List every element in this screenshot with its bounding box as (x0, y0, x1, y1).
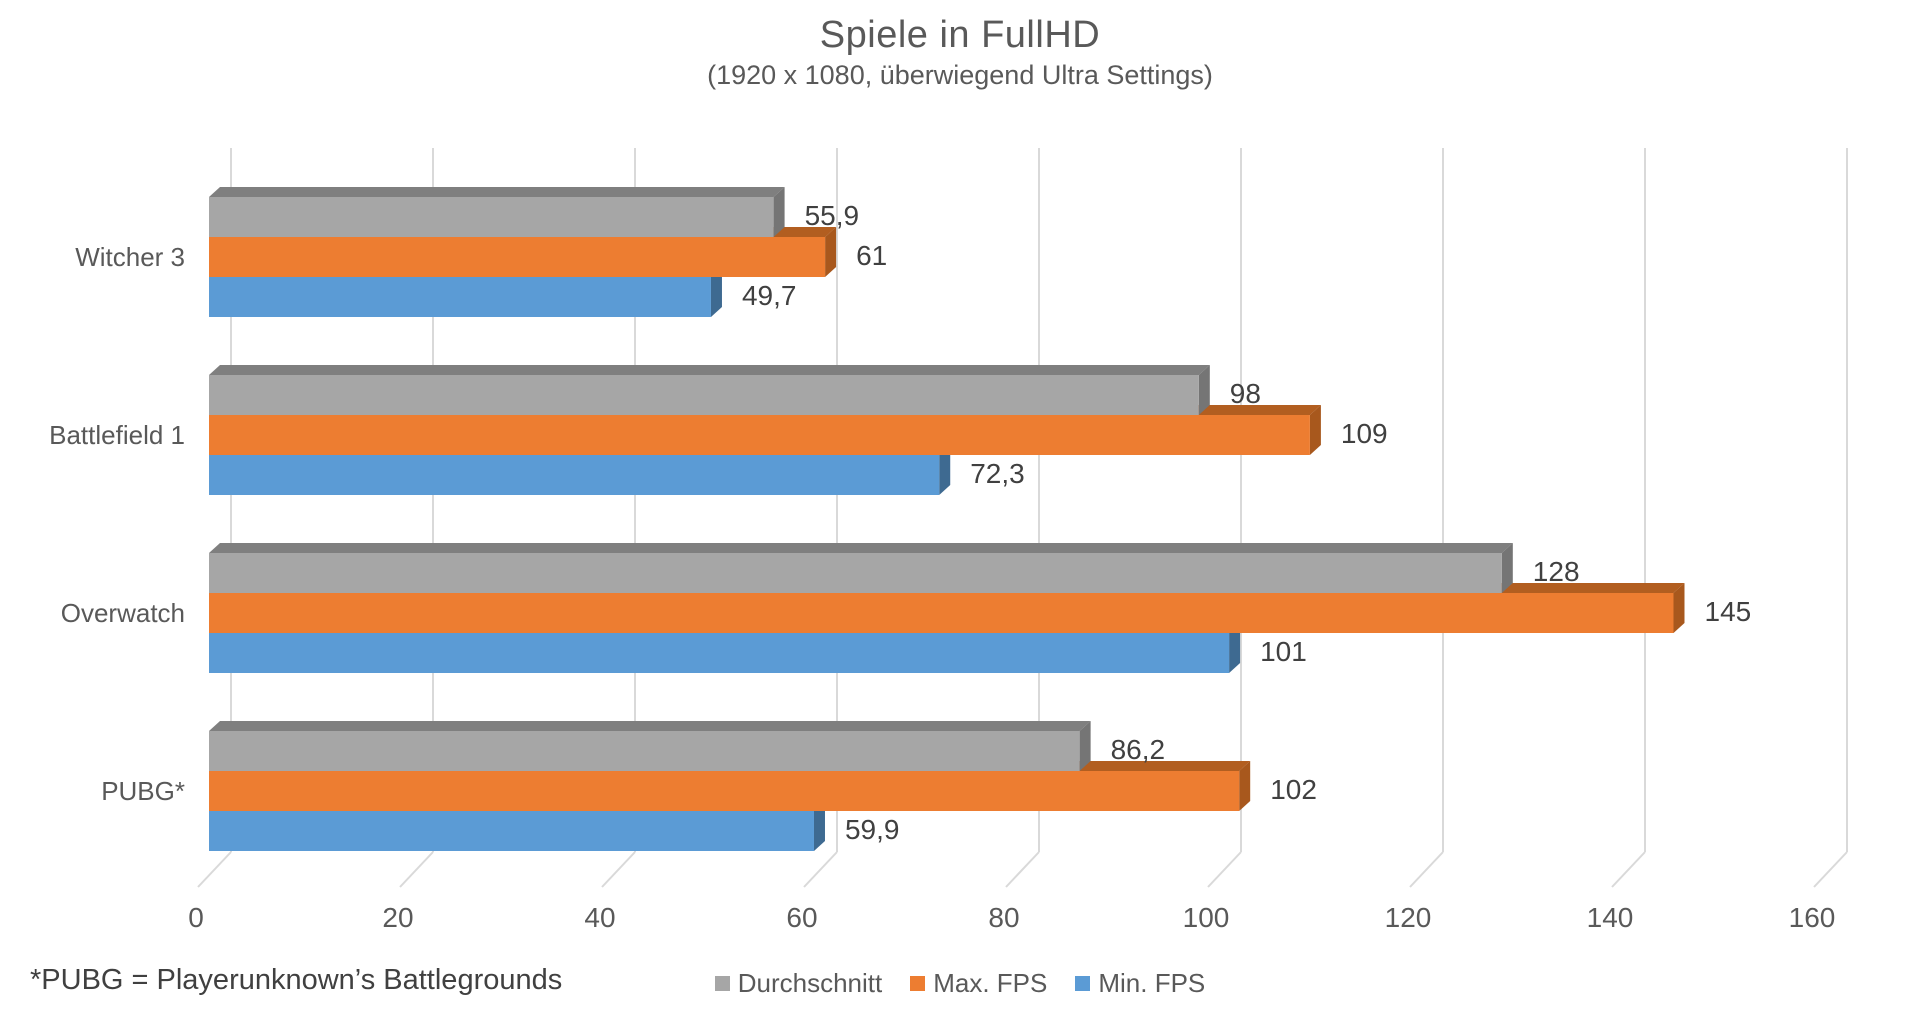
chart-title: Spiele in FullHD (819, 14, 1101, 56)
x-tick-label: 160 (1788, 902, 1836, 933)
value-label-pubg-min-fps: 59,9 (844, 814, 900, 845)
bar-witcher-3-durchschnitt (209, 197, 774, 237)
gridline-foot (1409, 851, 1444, 888)
x-tick-label: 40 (584, 902, 616, 933)
gridline-foot (1813, 851, 1848, 888)
bar-side-witcher-3-min-fps (710, 267, 722, 317)
value-label-pubg-max-fps: 102 (1270, 774, 1317, 805)
chart-footnote: *PUBG = Playerunknown’s Battlegrounds (30, 964, 563, 996)
value-label-battlefield-1-min-fps: 72,3 (970, 458, 1025, 489)
bar-overwatch-durchschnitt (209, 553, 1502, 593)
bar-overwatch-min-fps (209, 633, 1230, 673)
legend-label-max-fps: Max. FPS (933, 968, 1048, 998)
value-label-overwatch-durchschnitt: 128 (1532, 556, 1580, 587)
gridline-foot (399, 851, 434, 888)
value-label-overwatch-max-fps: 145 (1704, 596, 1752, 627)
bar-battlefield-1-durchschnitt (209, 375, 1199, 415)
x-tick-label: 0 (188, 902, 204, 933)
value-label-battlefield-1-durchschnitt: 98 (1229, 378, 1261, 409)
legend-swatch-durchschnitt-icon (714, 976, 730, 991)
x-tick-label: 80 (988, 902, 1020, 933)
bar-pubg-durchschnitt (209, 731, 1080, 771)
x-tick-label: 20 (382, 902, 414, 933)
bar-side-witcher-3-max-fps (825, 227, 837, 277)
category-label-overwatch: Overwatch (60, 598, 185, 628)
legend-item-max-fps: Max. FPS (910, 968, 1047, 999)
gridline-foot (1611, 851, 1646, 888)
bar-side-battlefield-1-durchschnitt (1198, 365, 1210, 415)
gridline-foot (803, 851, 838, 888)
value-label-pubg-durchschnitt: 86,2 (1110, 734, 1166, 765)
legend-swatch-min-fps-icon (1075, 976, 1091, 991)
bar-top-pubg-durchschnitt (209, 721, 1091, 731)
bar-battlefield-1-max-fps (209, 415, 1310, 455)
bar-pubg-min-fps (209, 811, 814, 851)
bar-top-witcher-3-durchschnitt (209, 187, 785, 197)
bar-side-pubg-max-fps (1239, 761, 1251, 811)
bar-top-overwatch-durchschnitt (209, 543, 1513, 553)
legend-label-min-fps: Min. FPS (1098, 968, 1206, 998)
gridline-foot (601, 851, 636, 888)
bar-side-pubg-min-fps (813, 801, 825, 851)
value-label-overwatch-min-fps: 101 (1260, 636, 1307, 667)
category-label-witcher-3: Witcher 3 (75, 242, 185, 272)
gridline-foot (197, 851, 232, 888)
gridline-foot (1005, 851, 1040, 888)
bar-pubg-max-fps (209, 771, 1240, 811)
x-tick-label: 120 (1384, 902, 1432, 933)
legend-item-durchschnitt: Durchschnitt (714, 968, 883, 999)
value-label-witcher-3-durchschnitt: 55,9 (804, 200, 860, 231)
bar-side-battlefield-1-max-fps (1309, 405, 1321, 455)
bar-side-overwatch-durchschnitt (1501, 543, 1513, 593)
x-tick-label: 140 (1586, 902, 1634, 933)
bar-battlefield-1-min-fps (209, 455, 940, 495)
x-tick-label: 60 (786, 902, 818, 933)
value-label-witcher-3-max-fps: 61 (856, 240, 888, 271)
gridline-foot (1207, 851, 1242, 888)
bar-overwatch-max-fps (209, 593, 1674, 633)
bar-top-battlefield-1-durchschnitt (209, 365, 1210, 375)
bar-side-battlefield-1-min-fps (939, 445, 951, 495)
legend-label-durchschnitt: Durchschnitt (737, 968, 883, 998)
category-label-battlefield-1: Battlefield 1 (49, 420, 185, 450)
value-label-witcher-3-min-fps: 49,7 (741, 280, 797, 311)
category-label-pubg: PUBG* (101, 776, 185, 806)
legend: Durchschnitt Max. FPS Min. FPS (0, 968, 1920, 999)
legend-swatch-max-fps-icon (910, 976, 926, 991)
bar-side-overwatch-min-fps (1229, 623, 1241, 673)
chart-subtitle: (1920 x 1080, überwiegend Ultra Settings… (707, 60, 1213, 90)
bar-witcher-3-max-fps (209, 237, 826, 277)
bar-side-witcher-3-durchschnitt (773, 187, 785, 237)
value-label-battlefield-1-max-fps: 109 (1340, 418, 1388, 449)
bar-side-overwatch-max-fps (1673, 583, 1685, 633)
bar-side-pubg-durchschnitt (1079, 721, 1091, 771)
legend-item-min-fps: Min. FPS (1075, 968, 1205, 999)
bar-witcher-3-min-fps (209, 277, 711, 317)
x-tick-label: 100 (1182, 902, 1230, 933)
